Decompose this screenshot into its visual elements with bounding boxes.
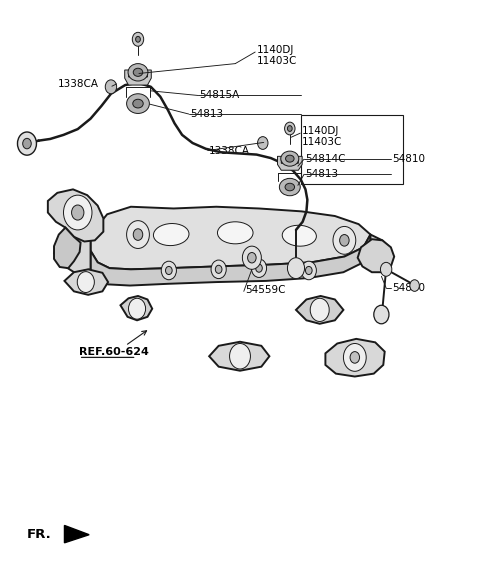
Circle shape xyxy=(77,271,95,292)
Circle shape xyxy=(127,221,149,249)
Polygon shape xyxy=(64,269,108,295)
Ellipse shape xyxy=(279,178,300,196)
Polygon shape xyxy=(54,228,81,268)
Text: 54813: 54813 xyxy=(305,169,338,179)
Circle shape xyxy=(288,258,304,278)
Polygon shape xyxy=(54,226,91,273)
Circle shape xyxy=(229,343,251,369)
Circle shape xyxy=(374,305,389,324)
Polygon shape xyxy=(296,296,343,324)
Ellipse shape xyxy=(133,99,143,108)
Ellipse shape xyxy=(154,223,189,246)
Text: 1338CA: 1338CA xyxy=(57,79,98,89)
Circle shape xyxy=(410,280,420,291)
Circle shape xyxy=(343,343,366,371)
Polygon shape xyxy=(371,235,389,266)
Text: 54810: 54810 xyxy=(392,154,425,164)
Circle shape xyxy=(305,266,312,274)
Ellipse shape xyxy=(286,155,294,162)
Circle shape xyxy=(288,126,292,132)
Circle shape xyxy=(252,259,266,277)
Ellipse shape xyxy=(127,94,149,113)
Polygon shape xyxy=(209,342,269,371)
Circle shape xyxy=(350,352,360,363)
Circle shape xyxy=(166,266,172,274)
Circle shape xyxy=(340,235,349,246)
Text: 1338CA: 1338CA xyxy=(209,146,250,156)
Circle shape xyxy=(216,265,222,273)
Circle shape xyxy=(136,36,140,42)
Text: 54559C: 54559C xyxy=(245,285,285,295)
Polygon shape xyxy=(358,239,394,272)
Circle shape xyxy=(242,246,261,269)
Polygon shape xyxy=(48,190,103,242)
Circle shape xyxy=(301,261,316,280)
Text: REF.60-624: REF.60-624 xyxy=(79,346,149,357)
Circle shape xyxy=(310,298,329,322)
Text: 11403C: 11403C xyxy=(257,56,297,66)
Circle shape xyxy=(132,32,144,46)
Polygon shape xyxy=(91,235,371,285)
FancyBboxPatch shape xyxy=(301,115,403,184)
Circle shape xyxy=(258,137,268,149)
Ellipse shape xyxy=(282,225,316,246)
Text: 54830: 54830 xyxy=(392,283,425,293)
Ellipse shape xyxy=(285,183,295,191)
Text: 54814C: 54814C xyxy=(305,154,346,164)
Ellipse shape xyxy=(281,151,299,166)
Ellipse shape xyxy=(128,64,148,81)
Polygon shape xyxy=(91,207,371,269)
Text: 1140DJ: 1140DJ xyxy=(257,45,294,56)
Ellipse shape xyxy=(217,222,253,244)
Polygon shape xyxy=(277,156,302,170)
Text: 54813: 54813 xyxy=(190,109,223,119)
Polygon shape xyxy=(125,70,151,85)
Circle shape xyxy=(17,132,36,155)
Circle shape xyxy=(333,226,356,254)
Circle shape xyxy=(256,264,262,272)
Circle shape xyxy=(129,298,145,319)
Ellipse shape xyxy=(133,68,143,77)
Circle shape xyxy=(72,205,84,220)
Circle shape xyxy=(381,262,392,276)
Circle shape xyxy=(211,260,226,278)
Circle shape xyxy=(63,195,92,230)
Polygon shape xyxy=(64,525,89,543)
Text: FR.: FR. xyxy=(26,528,51,541)
Text: 1140DJ: 1140DJ xyxy=(301,126,339,136)
Text: 11403C: 11403C xyxy=(301,137,342,147)
Circle shape xyxy=(23,139,31,149)
Circle shape xyxy=(105,80,117,94)
Circle shape xyxy=(285,122,295,135)
Circle shape xyxy=(248,253,256,263)
Circle shape xyxy=(133,229,143,240)
Text: 54815A: 54815A xyxy=(200,91,240,101)
Polygon shape xyxy=(325,339,384,377)
Polygon shape xyxy=(120,296,152,321)
Circle shape xyxy=(161,261,177,280)
